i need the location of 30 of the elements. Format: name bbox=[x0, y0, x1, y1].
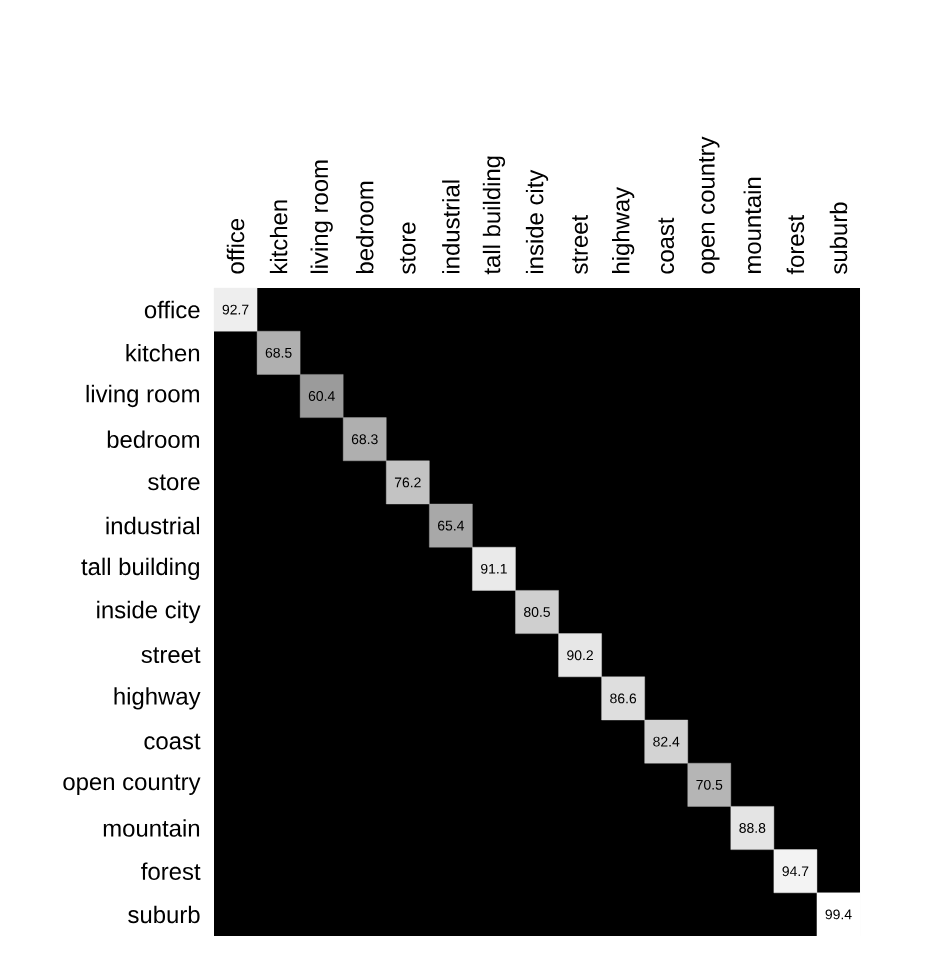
x-tick-label: suburb bbox=[829, 202, 848, 274]
y-tick-label: office bbox=[144, 300, 200, 319]
x-tick-label: store bbox=[399, 222, 416, 274]
x-tick-label: highway bbox=[612, 186, 635, 273]
x-tick-label: office bbox=[226, 218, 245, 274]
x-tick-label: industrial bbox=[442, 180, 460, 274]
y-tick-label: suburb bbox=[128, 905, 200, 924]
y-tick-label: living room bbox=[86, 384, 199, 408]
y-tick-label: street bbox=[141, 647, 201, 664]
x-tick-label: inside city bbox=[525, 169, 549, 274]
x-tick-label: kitchen bbox=[269, 200, 288, 273]
y-tick-label: highway bbox=[114, 687, 201, 710]
y-tick-label: inside city bbox=[97, 600, 201, 624]
y-tick-label: forest bbox=[141, 862, 201, 880]
y-tick-label: industrial bbox=[106, 516, 199, 535]
y-tick-label: store bbox=[148, 474, 200, 491]
x-tick-label: bedroom bbox=[355, 181, 374, 274]
x-tick-label: forest bbox=[786, 214, 805, 275]
y-tick-label: kitchen bbox=[126, 344, 200, 362]
y-tick-label: open country bbox=[63, 774, 201, 796]
y-tick-label: tall building bbox=[81, 557, 199, 580]
x-tick-label: coast bbox=[658, 217, 675, 274]
x-tick-label: mountain bbox=[743, 177, 762, 274]
x-tick-label: street bbox=[572, 214, 588, 274]
y-tick-label: bedroom bbox=[107, 430, 200, 448]
x-tick-label: open country bbox=[699, 136, 720, 274]
y-tick-label: mountain bbox=[103, 819, 200, 837]
y-tick-label: coast bbox=[144, 733, 201, 750]
x-tick-label: living room bbox=[310, 160, 333, 273]
x-tick-label: tall building bbox=[482, 156, 506, 275]
